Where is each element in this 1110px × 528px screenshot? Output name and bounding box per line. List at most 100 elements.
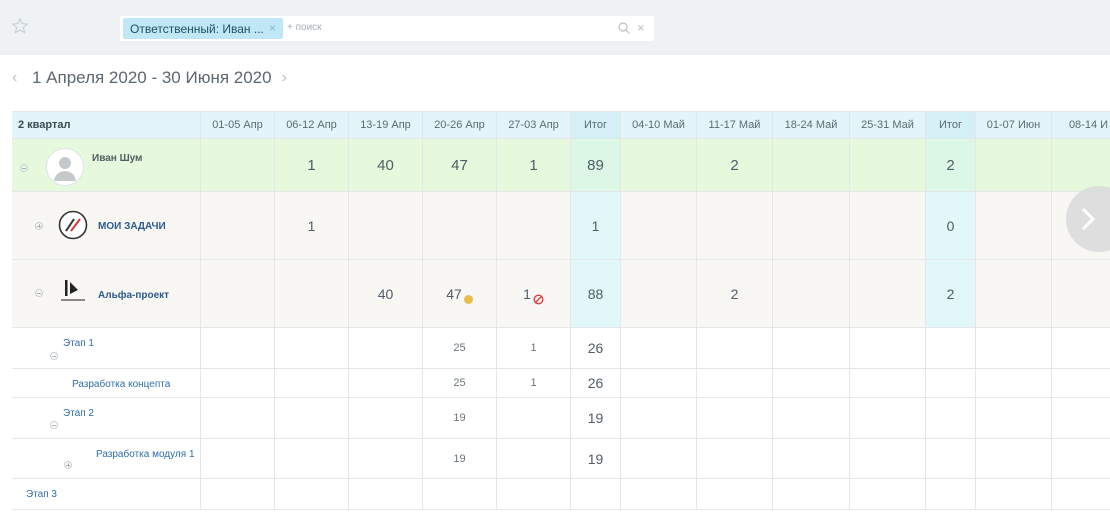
blocked-icon[interactable] — [533, 294, 544, 305]
week-column-header: 01-05 Апр — [201, 112, 275, 139]
report-table: 2 квартал 01-05 Апр 06-12 Апр 13-19 Апр 20-2… — [12, 111, 1110, 510]
chevron-right-icon — [1081, 207, 1096, 231]
week-column-header: 27-03 Апр — [497, 112, 571, 139]
hours-cell — [275, 260, 349, 328]
cell-value: 89 — [587, 156, 604, 174]
cell-value: 1 — [530, 342, 537, 354]
hours-cell: 1 — [497, 139, 571, 192]
stage-label[interactable]: Этап 3 — [26, 489, 57, 500]
filter-chip-label: Ответственный: Иван ... — [130, 22, 264, 36]
hours-cell — [621, 479, 697, 510]
hours-cell — [697, 192, 773, 260]
hours-cell — [697, 439, 773, 479]
chevron-left-icon[interactable]: ‹ — [12, 69, 18, 86]
hours-cell: 1 — [275, 139, 349, 192]
cell-value: 2 — [730, 285, 739, 302]
cell-value: 40 — [377, 285, 394, 302]
task-label[interactable]: Разработка концепта — [72, 379, 171, 390]
hours-cell — [976, 328, 1052, 369]
warning-dot-icon[interactable] — [463, 295, 473, 304]
hours-cell — [497, 192, 571, 260]
hours-cell — [201, 192, 275, 260]
cell-value: 2 — [946, 285, 955, 302]
hours-cell — [1052, 260, 1110, 328]
week-column-header: 18-24 Май — [773, 112, 850, 139]
row-label-cell — [12, 260, 201, 328]
hours-cell: 47 — [423, 260, 497, 328]
hours-cell — [850, 398, 926, 439]
week-column-header: 04-10 Май — [621, 112, 697, 139]
hours-cell — [497, 439, 571, 479]
week-column-header: 13-19 Апр — [349, 112, 423, 139]
total-column-header: Итог — [926, 112, 976, 139]
cell-value: 1 — [591, 217, 600, 234]
hours-cell: 19 — [423, 439, 497, 479]
search-field[interactable]: Ответственный: Иван ... × + поиск × — [120, 16, 654, 41]
cell-value: 47 — [451, 156, 468, 174]
close-icon[interactable]: × — [269, 21, 277, 35]
hours-cell — [1052, 139, 1110, 192]
hours-cell — [349, 328, 423, 369]
row-label-cell — [12, 139, 201, 192]
hours-cell — [697, 328, 773, 369]
hours-cell — [976, 439, 1052, 479]
hours-cell — [497, 479, 571, 510]
hours-cell — [850, 439, 926, 479]
collapse-icon[interactable] — [35, 289, 43, 297]
total-cell — [571, 479, 621, 510]
total-cell — [926, 398, 976, 439]
filter-chip[interactable]: Ответственный: Иван ... × — [123, 18, 283, 39]
total-cell: 88 — [571, 260, 621, 328]
collapse-icon[interactable] — [50, 421, 58, 429]
my-tasks-icon — [58, 210, 88, 240]
total-cell — [926, 439, 976, 479]
week-column-header: 25-31 Май — [850, 112, 926, 139]
hours-cell — [850, 260, 926, 328]
task-label[interactable]: Разработка модуля 1 — [96, 449, 195, 460]
hours-cell — [275, 439, 349, 479]
hours-cell — [621, 398, 697, 439]
row-label-cell — [12, 328, 201, 369]
hours-cell: 40 — [349, 139, 423, 192]
project-logo-icon — [61, 280, 85, 301]
collapse-icon[interactable] — [50, 352, 58, 360]
stage-label[interactable]: Этап 1 — [63, 338, 94, 349]
total-cell — [926, 328, 976, 369]
cell-value: 88 — [587, 285, 604, 302]
hours-cell — [976, 479, 1052, 510]
hours-cell — [201, 260, 275, 328]
hours-cell: 47 — [423, 139, 497, 192]
cell-value: 25 — [453, 342, 466, 354]
hours-cell — [697, 398, 773, 439]
person-name[interactable]: Иван Шум — [92, 153, 143, 164]
total-cell: 19 — [571, 398, 621, 439]
stage-label[interactable]: Этап 2 — [63, 408, 94, 419]
total-cell: 89 — [571, 139, 621, 192]
total-cell: 2 — [926, 139, 976, 192]
expand-icon[interactable] — [64, 461, 72, 469]
cell-value: 19 — [587, 450, 604, 467]
cell-value: 26 — [587, 340, 604, 356]
collapse-icon[interactable] — [20, 164, 28, 172]
hours-cell: 1 — [497, 369, 571, 398]
hours-cell — [850, 328, 926, 369]
hours-cell — [773, 139, 850, 192]
cell-value: 1 — [307, 156, 316, 174]
close-icon[interactable]: × — [637, 20, 645, 35]
expand-icon[interactable] — [35, 222, 43, 230]
search-input[interactable]: + поиск — [287, 22, 322, 33]
cell-value: 1 — [529, 156, 538, 174]
star-icon[interactable] — [11, 17, 29, 35]
filter-bar: Ответственный: Иван ... × + поиск × — [0, 0, 1110, 55]
hours-cell — [976, 192, 1052, 260]
week-column-header: 01-07 Июн — [976, 112, 1052, 139]
cell-value: 19 — [587, 410, 604, 426]
project-name[interactable]: Альфа-проект — [98, 290, 170, 301]
cell-value: 25 — [453, 377, 466, 389]
hours-cell — [773, 260, 850, 328]
row-label-cell — [12, 369, 201, 398]
cell-value: 1 — [523, 285, 531, 302]
chevron-right-icon[interactable]: › — [281, 69, 287, 86]
search-icon[interactable] — [617, 21, 631, 35]
my-tasks-label[interactable]: МОИ ЗАДАЧИ — [98, 221, 166, 232]
